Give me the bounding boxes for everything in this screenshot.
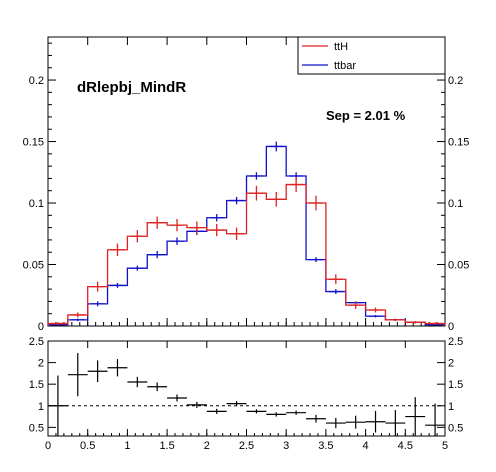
ratio-y-tick-label-right: 2.5 — [448, 336, 463, 348]
main-y-tick-label-right: 0.1 — [448, 198, 463, 210]
main-axes: 0 0 0.05 0.05 0.1 0.1 0.15 0.15 0.2 0.2 — [23, 37, 469, 333]
separation-annotation: Sep = 2.01 % — [326, 108, 406, 123]
histogram-tth — [47, 183, 446, 326]
ratio-y-tick-label-right: 1 — [448, 401, 454, 413]
main-y-tick-label-right: 0.15 — [448, 137, 469, 149]
ratio-y-tick-label-right: 1.5 — [448, 379, 463, 391]
ratio-x-tick-label: 3 — [283, 440, 289, 452]
legend-tth-label: ttH — [334, 41, 348, 53]
main-y-tick-label: 0.1 — [29, 198, 44, 210]
ratio-x-tick-label: 5 — [442, 440, 448, 452]
ratio-y-tick-label: 2.5 — [29, 336, 44, 348]
ratio-y-tick-label: 0.5 — [29, 422, 44, 434]
main-y-tick-label: 0 — [38, 321, 44, 333]
ratio-y-tick-label: 1.5 — [29, 379, 44, 391]
ratio-x-tick-label: 2.5 — [239, 440, 254, 452]
main-y-tick-label-right: 0.05 — [448, 260, 469, 272]
ratio-x-tick-label: 0.5 — [80, 440, 95, 452]
ratio-x-tick-label: 1.5 — [159, 440, 174, 452]
main-y-tick-label: 0.05 — [23, 260, 44, 272]
ratio-x-tick-label: 2 — [204, 440, 210, 452]
main-histograms — [47, 141, 446, 326]
legend: ttH ttbar — [297, 36, 446, 75]
ratio-panel-frame — [47, 340, 446, 437]
ratio-y-tick-label-right: 0.5 — [448, 422, 463, 434]
main-y-tick-label-right: 0.2 — [448, 75, 463, 87]
legend-ttbar-label: ttbar — [334, 60, 356, 72]
main-y-tick-label-right: 0 — [448, 321, 454, 333]
ratio-x-tick-label: 1 — [124, 440, 130, 452]
plot-title: dRlepbj_MindR — [77, 79, 186, 96]
ratio-x-tick-label: 3.5 — [318, 440, 333, 452]
ratio-y-tick-label: 2 — [38, 358, 44, 370]
legend-box — [297, 36, 446, 75]
ratio-x-tick-label: 4.5 — [398, 440, 413, 452]
ratio-axes: 0.5 0.51 11.5 1.52 22.5 2.50 0.5 1 1.5 2 2.5 3 3.5 4 4… — [29, 336, 464, 452]
ratio-x-tick-label: 4 — [363, 440, 369, 452]
main-y-tick-label: 0.2 — [29, 75, 44, 87]
ratio-points — [48, 353, 445, 436]
ratio-y-tick-label-right: 2 — [448, 358, 454, 370]
ratio-y-tick-label: 1 — [38, 401, 44, 413]
ratio-x-tick-label: 0 — [45, 440, 51, 452]
main-y-tick-label: 0.15 — [23, 137, 44, 149]
